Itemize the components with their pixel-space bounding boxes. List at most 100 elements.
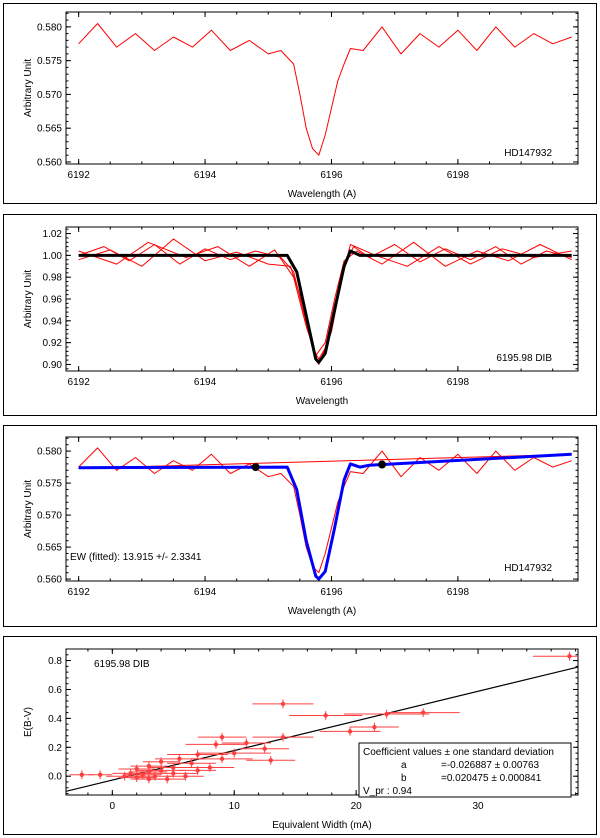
x-tick-label: 6192 — [68, 170, 91, 181]
y-tick-label: 0.580 — [37, 22, 62, 33]
y-tick-label: 0.96 — [43, 295, 63, 306]
y-tick-label: 0.560 — [37, 157, 62, 168]
y-tick-label: 0.92 — [43, 338, 63, 349]
plot-frame — [65, 648, 579, 796]
legend-title: Coefficient values ± one standard deviat… — [363, 747, 554, 758]
fitted-spectrum-chart: 6192 6194 6196 6198 0.560 0.565 0.570 0.575 0.58… — [23, 436, 579, 617]
y-tick-label: 0.98 — [43, 273, 63, 284]
legend-row-a-name: a — [401, 760, 407, 771]
x-axis-label: Equivalent Width (mA) — [272, 820, 371, 831]
x-tick-label: 6194 — [194, 377, 217, 388]
y-tick-label: 1.00 — [43, 251, 63, 262]
data-point — [158, 759, 164, 764]
plot-area — [78, 238, 572, 365]
x-axis-label: Wavelength — [296, 396, 348, 407]
x-tick-label: 30 — [472, 801, 484, 812]
x-tick-label: 6194 — [194, 587, 217, 598]
data-point — [171, 771, 176, 776]
data-point — [207, 765, 213, 770]
data-point — [177, 756, 182, 762]
x-tick-label: 6198 — [447, 377, 470, 388]
data-point — [280, 701, 286, 707]
y-tick-label: 0.565 — [37, 543, 62, 554]
data-point — [280, 734, 286, 740]
x-tick-label: 10 — [229, 801, 241, 812]
stacked-dib-chart: 6192 6194 6196 6198 0.90 0.92 0.94 0.96 0.98 1.00… — [23, 226, 579, 407]
data-point — [195, 752, 200, 757]
plot-frame — [65, 11, 579, 165]
y-axis-label: Arbitrary Unit — [23, 270, 34, 329]
coefficient-legend-box — [358, 742, 572, 798]
chart-panel-stacked-dib: 6192 6194 6196 6198 0.90 0.92 0.94 0.96 0.98 1.00… — [3, 214, 597, 416]
data-point — [219, 756, 225, 762]
legend-row-vpr: V_pr : 0.94 — [363, 786, 412, 797]
series-line-spectrum-1 — [78, 244, 572, 360]
x-axis-label: Wavelength (A) — [288, 606, 357, 617]
x-tick-label: 6192 — [68, 377, 91, 388]
ebv-correlation-chart: 0 10 20 30 0.0 0.2 0.4 0.6 0.8 Equivalent Width (… — [23, 648, 579, 831]
data-point — [189, 760, 194, 766]
y-axis-label: Arbitrary Unit — [23, 59, 34, 118]
data-point — [146, 776, 152, 782]
series-line-fit — [78, 452, 572, 581]
x-tick-label: 6196 — [320, 170, 343, 181]
anchor-point — [251, 463, 260, 472]
chart-panel-raw-spectrum: 6192 6194 6196 6198 0.560 0.565 0.570 0.575 0.58… — [3, 3, 597, 204]
data-point — [420, 710, 426, 715]
legend-row-a-value: =-0.026887 ± 0.00763 — [441, 760, 540, 771]
panel-annotation: HD147932 — [504, 563, 552, 574]
chart-panel-fitted-spectrum: 6192 6194 6196 6198 0.560 0.565 0.570 0.575 0.58… — [3, 425, 597, 627]
anchor-point — [378, 460, 387, 469]
y-axis-label: E(B-V) — [23, 707, 34, 737]
x-tick-label: 6198 — [447, 170, 470, 181]
data-point — [183, 774, 188, 779]
y-tick-label: 0.2 — [48, 743, 62, 754]
panel-annotation: 6195.98 DIB — [496, 353, 552, 364]
y-tick-label: 0.0 — [48, 772, 62, 783]
data-point — [219, 734, 225, 740]
x-tick-label: 20 — [351, 801, 363, 812]
series-line-spectrum — [78, 23, 572, 156]
panel-annotation: 6195.98 DIB — [94, 659, 150, 670]
y-tick-label: 0.575 — [37, 479, 62, 490]
x-tick-label: 6194 — [194, 170, 217, 181]
y-tick-label: 0.560 — [37, 575, 62, 586]
raw-spectrum-chart: 6192 6194 6196 6198 0.560 0.565 0.570 0.575 0.58… — [23, 11, 579, 200]
y-tick-label: 0.4 — [48, 714, 62, 725]
y-tick-label: 0.6 — [48, 685, 62, 696]
x-axis-label: Wavelength (A) — [288, 189, 357, 200]
y-tick-label: 0.565 — [37, 124, 62, 135]
x-tick-label: 0 — [110, 801, 116, 812]
data-point — [567, 654, 572, 659]
legend-row-b-name: b — [401, 773, 407, 784]
y-tick-label: 0.8 — [48, 656, 62, 667]
data-point — [213, 742, 219, 747]
chart-panel-ebv-correlation: 0 10 20 30 0.0 0.2 0.4 0.6 0.8 Equivalent Width (… — [3, 636, 597, 835]
data-point — [232, 750, 237, 756]
y-axis-label: Arbitrary Unit — [23, 480, 34, 539]
data-point — [171, 765, 176, 770]
plot-area — [66, 651, 578, 792]
y-tick-label: 0.570 — [37, 511, 62, 522]
ew-fitted-annotation: EW (fitted): 13.915 +/- 2.3341 — [70, 552, 202, 563]
data-point — [323, 713, 328, 718]
x-tick-label: 6192 — [68, 587, 91, 598]
y-tick-label: 0.90 — [43, 360, 63, 371]
data-point — [79, 772, 85, 777]
plot-area — [78, 23, 572, 156]
panel-annotation: HD147932 — [504, 148, 552, 159]
data-point — [97, 772, 103, 777]
y-tick-label: 0.580 — [37, 447, 62, 458]
y-tick-label: 0.94 — [43, 316, 63, 327]
data-point — [268, 758, 273, 763]
data-point — [347, 729, 353, 734]
x-tick-label: 6198 — [447, 587, 470, 598]
x-tick-label: 6196 — [320, 377, 343, 388]
data-point — [372, 724, 377, 730]
y-tick-label: 1.02 — [43, 229, 63, 240]
y-tick-label: 0.570 — [37, 90, 62, 101]
data-point — [195, 768, 200, 773]
plot-frame — [65, 226, 579, 372]
x-tick-label: 6196 — [320, 587, 343, 598]
legend-row-b-value: =0.020475 ± 0.000841 — [441, 773, 542, 784]
